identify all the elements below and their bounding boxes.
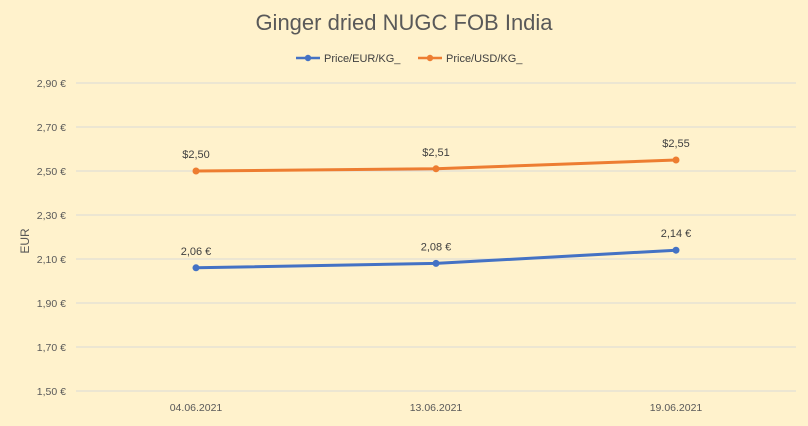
series-lines bbox=[192, 156, 680, 272]
chart-title: Ginger dried NUGC FOB India bbox=[255, 10, 553, 35]
data-point bbox=[672, 156, 680, 164]
x-tick-label: 13.06.2021 bbox=[410, 402, 463, 414]
y-tick-label: 2,70 € bbox=[37, 122, 66, 134]
legend-label: Price/USD/KG_ bbox=[446, 53, 523, 65]
legend-swatch-marker bbox=[304, 54, 312, 62]
data-label: 2,06 € bbox=[181, 246, 212, 258]
y-tick-label: 2,30 € bbox=[37, 210, 66, 222]
y-tick-label: 1,50 € bbox=[37, 386, 66, 398]
legend: Price/EUR/KG_ Price/USD/KG_ bbox=[296, 53, 523, 65]
data-label: 2,14 € bbox=[661, 228, 692, 240]
data-point bbox=[192, 167, 200, 175]
y-axis-ticks: 1,50 € 1,70 € 1,90 € 2,10 € 2,30 € 2,50 € 2,70… bbox=[37, 78, 66, 398]
data-label: 2,08 € bbox=[421, 241, 452, 253]
y-axis-title: EUR bbox=[18, 228, 32, 254]
data-point bbox=[672, 246, 680, 254]
data-label: $2,51 bbox=[422, 147, 450, 159]
legend-swatch-marker bbox=[426, 54, 434, 62]
data-point bbox=[432, 165, 440, 173]
y-tick-label: 2,90 € bbox=[37, 78, 66, 90]
x-tick-label: 19.06.2021 bbox=[650, 402, 703, 414]
data-labels: 2,06 € 2,08 € 2,14 € $2,50 $2,51 $2,55 bbox=[181, 138, 692, 258]
legend-label: Price/EUR/KG_ bbox=[324, 53, 401, 65]
y-tick-label: 2,50 € bbox=[37, 166, 66, 178]
y-tick-label: 2,10 € bbox=[37, 254, 66, 266]
data-label: $2,50 bbox=[182, 149, 210, 161]
data-point bbox=[432, 259, 440, 267]
data-point bbox=[192, 264, 200, 272]
x-tick-label: 04.06.2021 bbox=[170, 402, 223, 414]
x-axis-ticks: 04.06.2021 13.06.2021 19.06.2021 bbox=[170, 402, 703, 414]
data-label: $2,55 bbox=[662, 138, 690, 150]
y-tick-label: 1,70 € bbox=[37, 342, 66, 354]
y-tick-label: 1,90 € bbox=[37, 298, 66, 310]
